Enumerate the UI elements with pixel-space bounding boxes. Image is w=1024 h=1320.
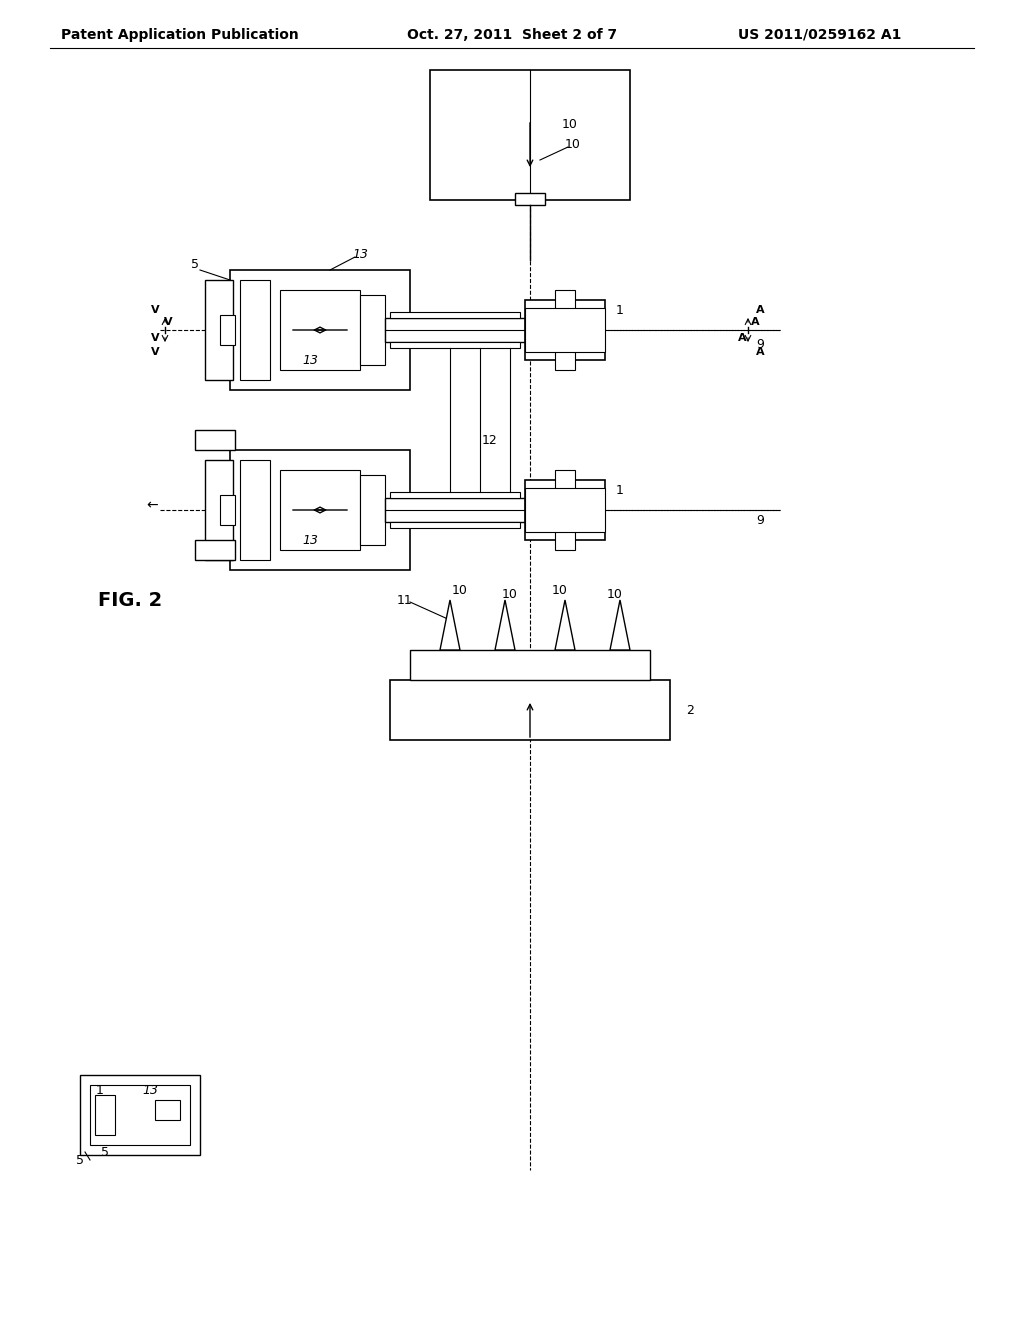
Text: 10: 10 — [552, 583, 568, 597]
Bar — [555, 470, 575, 550]
Bar — [525, 308, 605, 352]
Text: 1: 1 — [96, 1084, 104, 1097]
Bar — [280, 290, 360, 370]
Bar — [155, 1100, 180, 1119]
Bar — [220, 495, 234, 525]
Bar — [430, 70, 630, 201]
Bar — [525, 488, 605, 532]
Text: Patent Application Publication: Patent Application Publication — [61, 28, 299, 42]
Polygon shape — [555, 601, 575, 649]
Text: FIG. 2: FIG. 2 — [98, 590, 162, 610]
Bar — [280, 470, 360, 550]
Polygon shape — [440, 601, 460, 649]
Bar — [390, 521, 520, 528]
Text: 5: 5 — [76, 1154, 84, 1167]
Polygon shape — [495, 601, 515, 649]
Text: 13: 13 — [142, 1084, 158, 1097]
Text: 13: 13 — [352, 248, 368, 261]
Text: ←: ← — [146, 498, 158, 512]
Text: 9: 9 — [756, 338, 764, 351]
Text: V: V — [151, 305, 160, 315]
Bar — [410, 649, 650, 680]
Bar — [230, 271, 410, 389]
Bar — [385, 318, 525, 342]
Bar — [360, 294, 385, 366]
Bar — [95, 1096, 115, 1135]
Text: V: V — [164, 317, 172, 327]
Text: 10: 10 — [607, 589, 623, 602]
Bar — [390, 312, 520, 318]
Bar — [555, 290, 575, 370]
Bar — [195, 540, 234, 560]
Text: A: A — [756, 347, 764, 356]
Bar — [205, 280, 233, 380]
Text: 2: 2 — [686, 704, 694, 717]
Bar — [360, 475, 385, 545]
Text: 5: 5 — [191, 259, 199, 272]
Bar — [385, 498, 525, 521]
Bar — [390, 680, 670, 741]
Text: A: A — [756, 305, 764, 315]
Bar — [240, 459, 270, 560]
Bar — [515, 193, 545, 205]
Bar — [90, 1085, 190, 1144]
Text: A: A — [737, 333, 746, 343]
Text: 10: 10 — [565, 139, 581, 152]
Text: 10: 10 — [562, 119, 578, 132]
Text: V: V — [151, 333, 160, 343]
Text: V: V — [151, 347, 160, 356]
Bar — [195, 430, 234, 450]
Bar — [525, 300, 605, 360]
Bar — [390, 492, 520, 498]
Text: US 2011/0259162 A1: US 2011/0259162 A1 — [738, 28, 902, 42]
Text: 11: 11 — [397, 594, 413, 606]
Bar — [220, 315, 234, 345]
Text: 10: 10 — [452, 583, 468, 597]
Text: 5: 5 — [101, 1146, 109, 1159]
Polygon shape — [610, 601, 630, 649]
Bar — [80, 1074, 200, 1155]
Text: 1: 1 — [616, 483, 624, 496]
Bar — [390, 342, 520, 348]
Bar — [525, 480, 605, 540]
Text: A: A — [751, 317, 760, 327]
Text: 13: 13 — [302, 533, 318, 546]
Text: 1: 1 — [616, 304, 624, 317]
Bar — [205, 459, 233, 560]
Text: 9: 9 — [756, 513, 764, 527]
Bar — [240, 280, 270, 380]
Text: Oct. 27, 2011  Sheet 2 of 7: Oct. 27, 2011 Sheet 2 of 7 — [407, 28, 617, 42]
Bar — [230, 450, 410, 570]
Text: 13: 13 — [302, 354, 318, 367]
Text: 10: 10 — [502, 589, 518, 602]
Text: 12: 12 — [482, 433, 498, 446]
